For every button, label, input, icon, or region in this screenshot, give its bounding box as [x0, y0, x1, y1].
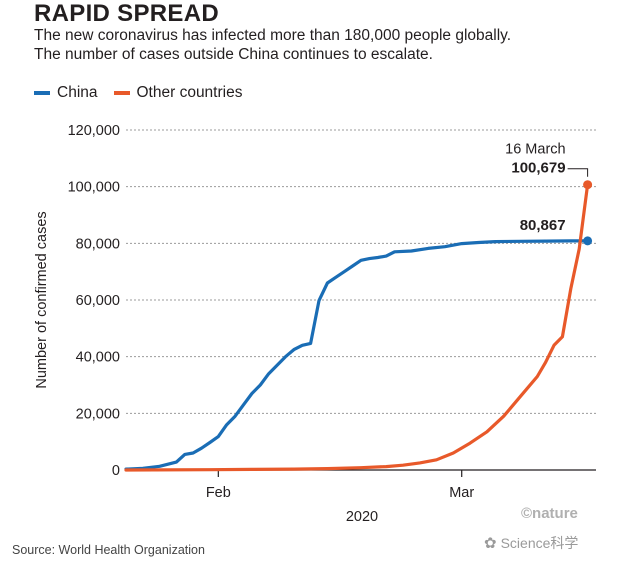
- annotations: 16 March 100,679 80,867: [505, 142, 589, 234]
- endpoint-other-countries: [583, 180, 593, 190]
- series-line-china: [124, 239, 590, 471]
- watermark: ✿ Science科学: [484, 533, 578, 553]
- legend-swatch-other: [113, 91, 130, 95]
- subtitle-line-2: The number of cases outside China contin…: [34, 46, 433, 63]
- series-line-other-countries: [124, 183, 590, 472]
- wechat-icon: ✿: [484, 535, 497, 552]
- watermark-text: Science科学: [500, 535, 579, 551]
- x-axis-ticks: Feb Mar: [206, 470, 474, 501]
- legend-item-china: China: [34, 84, 98, 102]
- legend: China Other countries: [34, 84, 258, 102]
- y-tick-label: 20,000: [76, 406, 120, 422]
- legend-item-other: Other countries: [113, 84, 243, 102]
- y-tick-label: 0: [112, 463, 120, 479]
- x-axis-label: 2020: [346, 509, 378, 525]
- endpoint-china: [583, 236, 593, 246]
- legend-label-china: China: [57, 84, 98, 101]
- x-tick-label: Feb: [206, 485, 231, 501]
- nature-credit: ©nature: [521, 505, 578, 522]
- annotation-date: 16 March: [505, 142, 565, 158]
- series-lines: [124, 180, 593, 472]
- y-tick-label: 120,000: [68, 123, 120, 139]
- gridlines: [126, 129, 596, 471]
- annotation-leader: [567, 168, 589, 177]
- legend-swatch-china: [34, 91, 50, 95]
- annotation-other-value: 100,679: [511, 160, 565, 177]
- legend-label-other: Other countries: [136, 84, 243, 101]
- y-tick-label: 80,000: [76, 236, 120, 252]
- annotation-china-value: 80,867: [520, 217, 566, 234]
- y-tick-label: 40,000: [76, 350, 120, 366]
- y-tick-label: 100,000: [68, 180, 120, 196]
- chart-title: RAPID SPREAD: [34, 0, 219, 27]
- subtitle-line-1: The new coronavirus has infected more th…: [34, 27, 512, 44]
- y-axis-label: Number of confirmed cases: [34, 211, 50, 388]
- y-tick-label: 60,000: [76, 293, 120, 309]
- x-tick-label: Mar: [449, 485, 474, 501]
- source-note: Source: World Health Organization: [12, 543, 205, 557]
- y-axis-ticks: 0 20,000 40,000 60,000 80,000 100,000 120,000: [68, 123, 120, 479]
